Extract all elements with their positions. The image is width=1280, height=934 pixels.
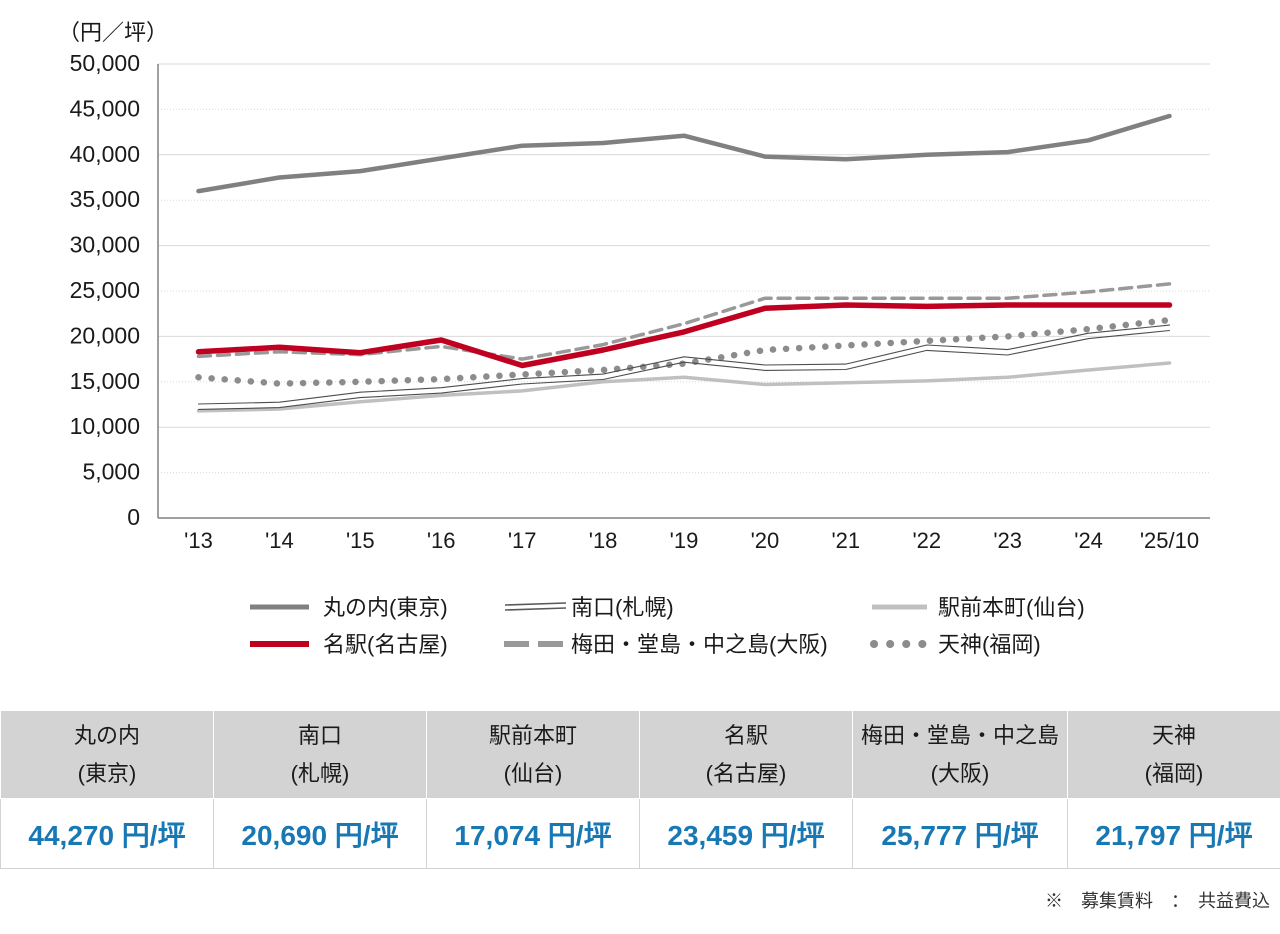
svg-text:15,000: 15,000 bbox=[70, 368, 140, 394]
svg-text:'20: '20 bbox=[751, 528, 780, 553]
svg-text:'16: '16 bbox=[427, 528, 456, 553]
svg-text:'13: '13 bbox=[184, 528, 213, 553]
svg-text:0: 0 bbox=[127, 504, 140, 530]
svg-text:5,000: 5,000 bbox=[82, 459, 140, 485]
svg-text:'18: '18 bbox=[589, 528, 618, 553]
svg-text:45,000: 45,000 bbox=[70, 95, 140, 121]
svg-text:'19: '19 bbox=[670, 528, 699, 553]
svg-text:25,000: 25,000 bbox=[70, 277, 140, 303]
svg-text:'17: '17 bbox=[508, 528, 537, 553]
svg-text:50,000: 50,000 bbox=[70, 50, 140, 76]
svg-text:'14: '14 bbox=[265, 528, 294, 553]
svg-text:'24: '24 bbox=[1074, 528, 1103, 553]
svg-text:10,000: 10,000 bbox=[70, 413, 140, 439]
svg-text:40,000: 40,000 bbox=[70, 141, 140, 167]
svg-text:（円／坪）: （円／坪） bbox=[58, 20, 168, 45]
svg-text:30,000: 30,000 bbox=[70, 232, 140, 258]
svg-text:'23: '23 bbox=[993, 528, 1022, 553]
svg-text:'15: '15 bbox=[346, 528, 375, 553]
svg-text:'25/10: '25/10 bbox=[1140, 528, 1199, 553]
svg-text:'21: '21 bbox=[831, 528, 860, 553]
svg-text:'22: '22 bbox=[912, 528, 941, 553]
svg-text:20,000: 20,000 bbox=[70, 322, 140, 348]
svg-text:35,000: 35,000 bbox=[70, 186, 140, 212]
